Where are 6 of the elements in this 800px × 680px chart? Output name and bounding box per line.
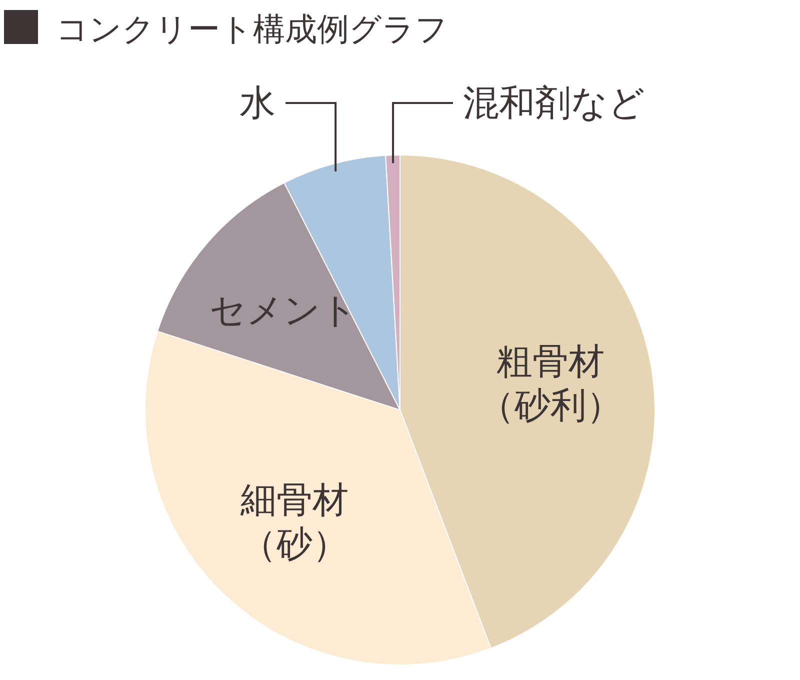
chart-title: コンクリート構成例グラフ — [56, 10, 448, 48]
slice-label: 細骨材（砂） — [240, 480, 349, 565]
slice-label: 粗骨材（砂利） — [478, 341, 622, 426]
slice-label: 水 — [240, 83, 276, 124]
slice-label: セメント — [210, 290, 358, 332]
slice-label: 混和剤など — [463, 83, 646, 124]
